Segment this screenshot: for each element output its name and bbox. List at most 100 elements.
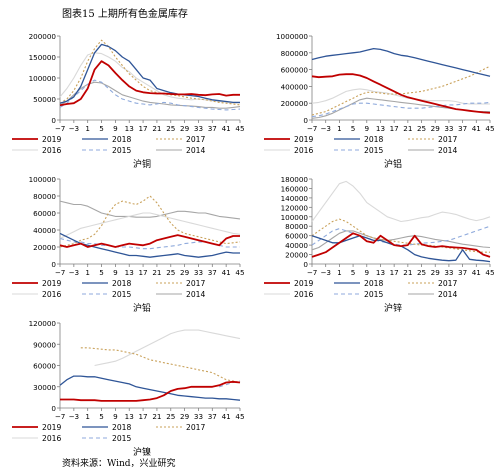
x-tick-label: 1 <box>85 268 90 277</box>
series-line-2017 <box>80 347 241 384</box>
series-line-2019 <box>59 60 240 107</box>
x-tick-label: 45 <box>485 268 494 277</box>
chart-caption: 沪铅 <box>133 302 151 314</box>
y-tick-label: 90000 <box>33 340 56 349</box>
chart-nickel: 0 30000 60000 90000 120000 −7 −3 1 5 9 13 17 21 25 29 3… <box>12 319 245 458</box>
x-tick-label: 29 <box>180 412 190 421</box>
series-line-2017 <box>59 39 241 106</box>
legend-label-2014: 2014 <box>438 290 457 299</box>
x-tick-label: 21 <box>403 268 412 277</box>
series-line-2014 <box>311 97 490 119</box>
legend-label-2019: 2019 <box>42 423 61 432</box>
series-line-2019 <box>60 380 241 402</box>
legend-label-2017: 2017 <box>438 135 457 144</box>
x-tick-label: 13 <box>125 268 134 277</box>
x-tick-label: 5 <box>99 124 104 133</box>
x-tick-label: 25 <box>166 124 175 133</box>
y-tick-label: 20000 <box>33 243 56 252</box>
y-tick-label: 80000 <box>285 222 308 231</box>
x-tick-label: 21 <box>152 412 161 421</box>
x-tick-label: 5 <box>351 268 356 277</box>
legend-label-2016: 2016 <box>42 434 61 443</box>
series-line-2014 <box>59 200 241 220</box>
x-tick-label: 37 <box>208 268 217 277</box>
legend-label-2017: 2017 <box>186 279 205 288</box>
x-tick-label: 33 <box>194 268 203 277</box>
y-tick-label: 80000 <box>33 192 56 201</box>
legend-label-2016: 2016 <box>42 290 61 299</box>
series-line-2016 <box>311 180 491 223</box>
legend-label-2018: 2018 <box>112 279 131 288</box>
series-line-2014 <box>311 230 491 251</box>
x-tick-label: 9 <box>113 268 118 277</box>
y-tick-label: 0 <box>51 404 56 413</box>
x-tick-label: 25 <box>417 268 426 277</box>
x-tick-label: 33 <box>444 124 453 133</box>
legend-label-2018: 2018 <box>112 135 131 144</box>
chart-caption: 沪镍 <box>133 446 151 458</box>
x-tick-label: 1 <box>337 268 342 277</box>
x-tick-label: 29 <box>180 124 190 133</box>
legend-label-2016: 2016 <box>294 146 313 155</box>
series-line-2015 <box>219 380 241 388</box>
chart-caption: 沪铜 <box>133 158 151 170</box>
y-tick-label: 0 <box>303 260 308 269</box>
x-tick-label: 13 <box>125 412 134 421</box>
x-tick-label: 41 <box>222 124 231 133</box>
y-tick-label: 0 <box>51 260 56 269</box>
y-tick-label: 600000 <box>281 66 309 75</box>
x-tick-label: 5 <box>351 124 356 133</box>
y-tick-label: 400000 <box>281 82 309 91</box>
legend-label-2015: 2015 <box>112 290 131 299</box>
y-tick-label: 60000 <box>33 209 56 218</box>
y-tick-label: 60000 <box>33 362 56 371</box>
x-tick-label: 13 <box>376 124 385 133</box>
y-tick-label: 20000 <box>285 251 308 260</box>
series-line-2019 <box>311 232 491 258</box>
legend-label-2016: 2016 <box>294 290 313 299</box>
x-tick-label: 29 <box>431 124 441 133</box>
y-tick-label: 100000 <box>29 175 57 184</box>
x-tick-label: 9 <box>113 124 118 133</box>
y-tick-label: 140000 <box>281 194 309 203</box>
legend-label-2019: 2019 <box>42 279 61 288</box>
x-tick-label: 41 <box>472 124 481 133</box>
y-tick-label: 150000 <box>29 53 57 62</box>
chart-caption: 沪锌 <box>384 302 402 314</box>
x-tick-label: 45 <box>485 124 494 133</box>
chart-lead: 0 20000 40000 60000 80000 100000 −7 −3 1 5 9 13 17 21… <box>12 175 245 314</box>
x-tick-label: −7 <box>55 412 66 421</box>
legend-label-2019: 2019 <box>42 135 61 144</box>
y-tick-label: 0 <box>51 116 56 125</box>
legend-label-2017: 2017 <box>186 135 205 144</box>
legend-label-2014: 2014 <box>186 290 205 299</box>
x-tick-label: 21 <box>403 124 412 133</box>
x-tick-label: −7 <box>55 124 66 133</box>
x-tick-label: −3 <box>320 268 331 277</box>
legend-label-2015: 2015 <box>364 290 383 299</box>
legend-label-2019: 2019 <box>294 279 313 288</box>
series-line-2016 <box>59 52 240 104</box>
x-tick-label: 9 <box>364 124 369 133</box>
x-tick-label: 33 <box>194 124 203 133</box>
series-line-2017 <box>59 195 241 248</box>
y-tick-label: 120000 <box>281 203 309 212</box>
legend-label-2015: 2015 <box>112 434 131 443</box>
x-tick-label: 17 <box>138 268 147 277</box>
x-tick-label: 13 <box>125 124 134 133</box>
x-tick-label: −3 <box>69 412 80 421</box>
x-tick-label: 5 <box>99 412 104 421</box>
y-tick-label: 100000 <box>281 213 309 222</box>
legend-label-2018: 2018 <box>112 423 131 432</box>
series-line-2018 <box>311 47 491 77</box>
x-tick-label: 33 <box>444 268 453 277</box>
series-line-2016 <box>59 212 241 239</box>
legend-label-2014: 2014 <box>186 146 205 155</box>
legend-label-2018: 2018 <box>364 279 383 288</box>
chart-zinc: 0200004000060000800001000001200001400001… <box>264 175 495 314</box>
series-line-2016 <box>94 329 241 367</box>
x-tick-label: 25 <box>417 124 426 133</box>
x-tick-label: −3 <box>69 124 80 133</box>
y-tick-label: 160000 <box>281 184 309 193</box>
